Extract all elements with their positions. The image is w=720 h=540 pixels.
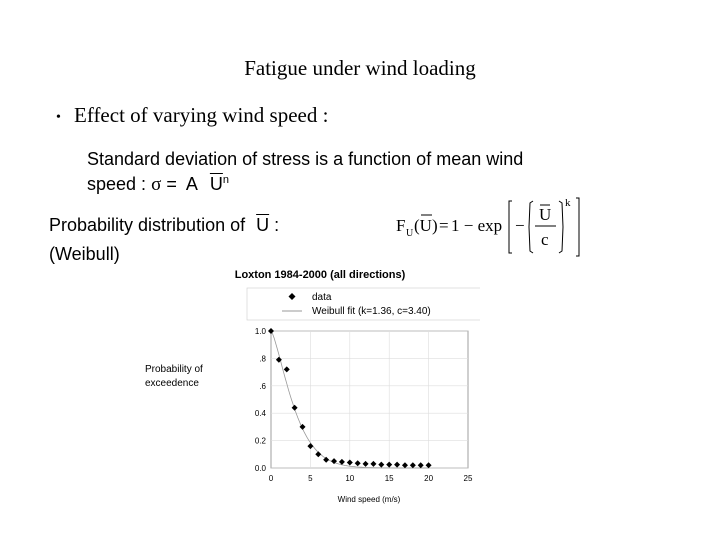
y-tick-label: 0.4 [255,409,267,418]
data-point [323,456,330,463]
data-point [275,356,282,363]
y-axis-label-line2: exceedence [145,378,199,389]
data-point [417,462,424,469]
data-point [291,404,298,411]
constant-a: A [185,174,197,194]
chart-legend [246,287,480,321]
data-point [401,462,408,469]
data-point [370,460,377,467]
stress-sentence-line2: speed : σ = A Un [87,174,229,196]
chart-title: Loxton 1984-2000 (all directions) [235,269,406,281]
data-point [283,366,290,373]
formula-left-paren [528,200,534,254]
mean-wind-u: U [209,174,223,194]
data-point [331,458,338,465]
legend-label-data: data [312,292,332,303]
stress-sentence-line1: Standard deviation of stress is a functi… [87,149,524,169]
y-tick-label: .6 [259,382,266,391]
x-tick-label: 0 [269,474,274,483]
formula-f: F [396,216,405,235]
slide-title: Fatigue under wind loading [244,56,476,80]
y-tick-label: .8 [259,354,266,363]
plot-area: 0.0 0.2 0.4 .6 .8 1.0 0 5 10 15 20 25 [255,327,473,483]
data-point [299,423,306,430]
data-point [354,460,361,467]
data-point [268,328,274,334]
weibull-label: (Weibull) [49,244,120,264]
data-point [307,443,314,450]
x-axis-label: Wind speed (m/s) [338,495,401,504]
data-point [346,459,353,466]
data-point [315,451,322,458]
x-tick-label: 20 [424,474,433,483]
formula-numerator: U [539,205,551,224]
y-tick-label: 0.0 [255,464,267,473]
plot-frame [270,330,469,469]
mean-wind-u-bar: U [256,215,270,235]
x-tick-label: 15 [385,474,394,483]
y-tick-label: 0.2 [255,437,267,446]
equals-sign: = [166,174,177,194]
weibull-formula: F U (U) = 1 − exp − U c k [394,195,594,264]
formula-rhs: 1 − exp [451,216,502,235]
data-point [386,461,393,468]
colon: : [274,215,280,235]
formula-svg: F U (U) = 1 − exp − U c k [396,197,580,257]
speed-label: speed : [87,174,147,194]
formula-denominator: c [541,230,549,249]
data-point [394,461,401,468]
weibull-fit-line [270,330,429,469]
probability-label: Probability distribution of [49,215,246,235]
weibull-chart: Loxton 1984-2000 (all directions) data W… [145,269,480,504]
formula-equals: = [439,216,449,235]
legend-label-fit: Weibull fit (k=1.36, c=3.40) [312,306,431,317]
sigma-symbol: σ [151,174,162,195]
x-tick-label: 5 [308,474,313,483]
formula-right-bracket [576,197,580,257]
x-tick-label: 10 [345,474,354,483]
bullet-text: Effect of varying wind speed : [74,103,329,127]
data-point [338,458,345,465]
y-tick-label: 1.0 [255,327,267,336]
formula-subscript-u: U [406,228,414,239]
formula-exponent-k: k [565,197,571,209]
probability-line1: Probability distribution of U : [49,215,279,236]
formula-right-paren [558,200,564,254]
exponent-n: n [222,174,230,186]
x-tick-label: 25 [464,474,473,483]
data-point [425,462,432,469]
data-point [409,462,416,469]
y-axis-label-line1: Probability of [145,364,203,375]
legend-marker-data [288,293,296,300]
data-point [362,460,369,467]
data-point [378,461,385,468]
formula-left-bracket [508,200,512,254]
bullet-dot-icon: • [56,110,61,125]
formula-argument: (U) [414,216,438,235]
formula-minus: − [515,216,525,235]
